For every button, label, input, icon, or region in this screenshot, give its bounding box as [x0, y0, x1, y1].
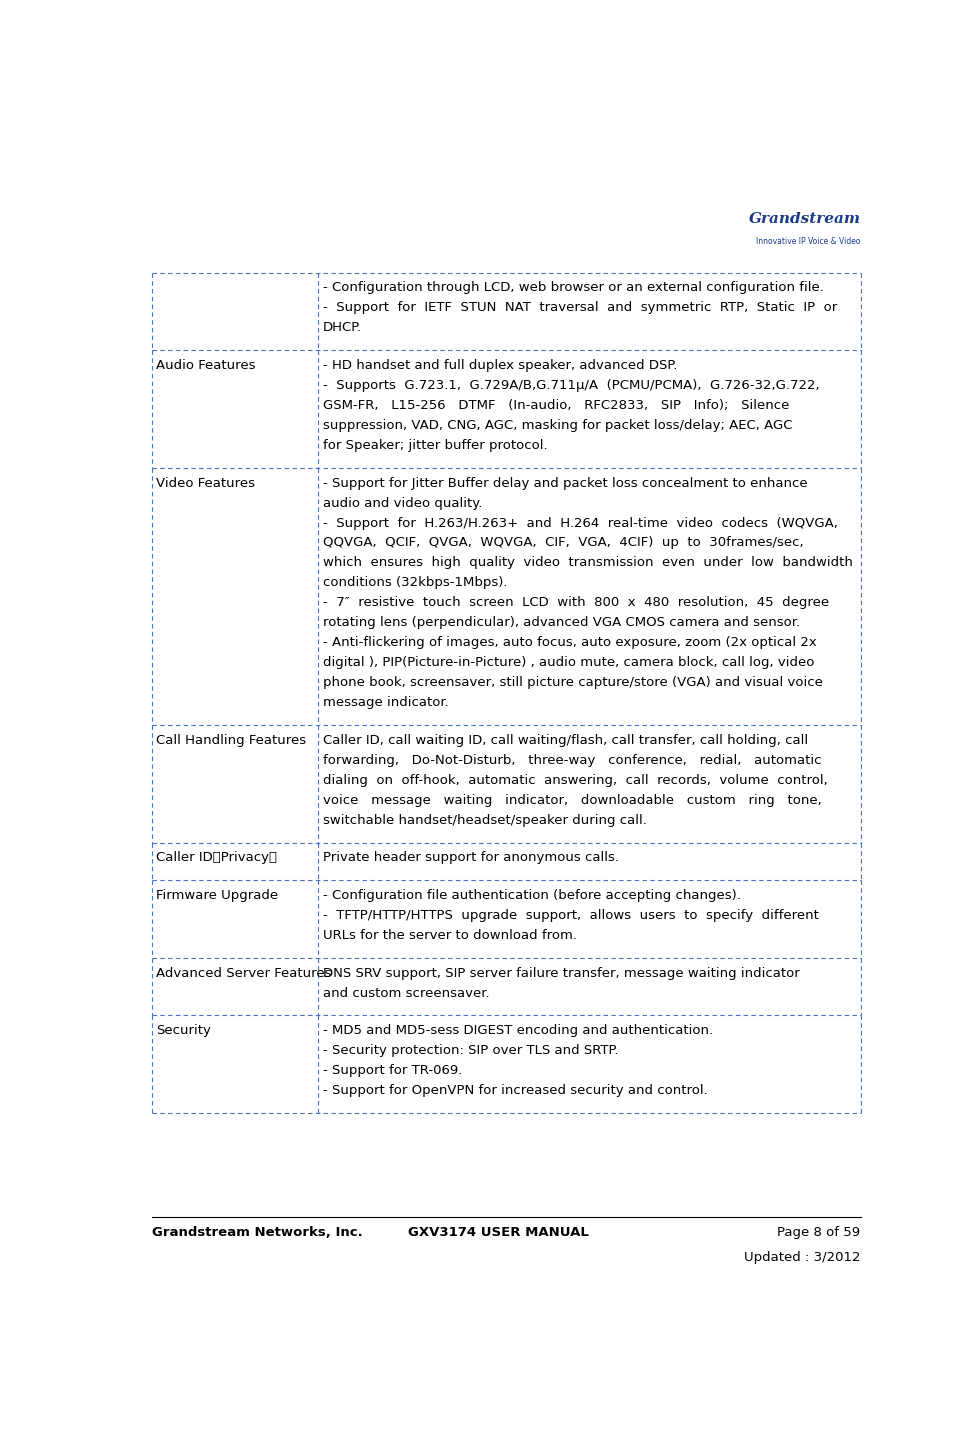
Text: voice   message   waiting   indicator,   downloadable   custom   ring   tone,: voice message waiting indicator, downloa…: [323, 793, 821, 806]
Text: conditions (32kbps-1Mbps).: conditions (32kbps-1Mbps).: [323, 576, 507, 589]
Text: rotating lens (perpendicular), advanced VGA CMOS camera and sensor.: rotating lens (perpendicular), advanced …: [323, 616, 800, 629]
Text: Updated : 3/2012: Updated : 3/2012: [744, 1250, 861, 1263]
Text: -  TFTP/HTTP/HTTPS  upgrade  support,  allows  users  to  specify  different: - TFTP/HTTP/HTTPS upgrade support, allow…: [323, 909, 818, 922]
Text: Security: Security: [157, 1024, 211, 1037]
Text: - MD5 and MD5-sess DIGEST encoding and authentication.: - MD5 and MD5-sess DIGEST encoding and a…: [323, 1024, 713, 1037]
Text: URLs for the server to download from.: URLs for the server to download from.: [323, 929, 577, 942]
Text: - Security protection: SIP over TLS and SRTP.: - Security protection: SIP over TLS and …: [323, 1044, 619, 1057]
Text: and custom screensaver.: and custom screensaver.: [323, 986, 489, 999]
Text: DNS SRV support, SIP server failure transfer, message waiting indicator: DNS SRV support, SIP server failure tran…: [323, 966, 800, 979]
Text: Audio Features: Audio Features: [157, 359, 256, 372]
Text: -  Supports  G.723.1,  G.729A/B,G.711μ/A  (PCMU/PCMA),  G.726-32,G.722,: - Supports G.723.1, G.729A/B,G.711μ/A (P…: [323, 379, 819, 392]
Text: DHCP.: DHCP.: [323, 321, 362, 334]
Text: dialing  on  off-hook,  automatic  answering,  call  records,  volume  control,: dialing on off-hook, automatic answering…: [323, 773, 828, 786]
Text: switchable handset/headset/speaker during call.: switchable handset/headset/speaker durin…: [323, 814, 647, 827]
Text: - Configuration file authentication (before accepting changes).: - Configuration file authentication (bef…: [323, 888, 740, 901]
Text: Grandstream: Grandstream: [748, 212, 861, 226]
Text: audio and video quality.: audio and video quality.: [323, 497, 483, 510]
Text: Call Handling Features: Call Handling Features: [157, 734, 306, 747]
Text: Private header support for anonymous calls.: Private header support for anonymous cal…: [323, 851, 619, 864]
Text: - Support for Jitter Buffer delay and packet loss concealment to enhance: - Support for Jitter Buffer delay and pa…: [323, 477, 808, 490]
Text: Advanced Server Features: Advanced Server Features: [157, 966, 332, 979]
Text: - Anti-flickering of images, auto focus, auto exposure, zoom (2x optical 2x: - Anti-flickering of images, auto focus,…: [323, 636, 816, 649]
Text: Caller ID, call waiting ID, call waiting/flash, call transfer, call holding, cal: Caller ID, call waiting ID, call waiting…: [323, 734, 808, 747]
Text: Page 8 of 59: Page 8 of 59: [777, 1227, 861, 1240]
Text: GSM-FR,   L15-256   DTMF   (In-audio,   RFC2833,   SIP   Info);   Silence: GSM-FR, L15-256 DTMF (In-audio, RFC2833,…: [323, 399, 789, 412]
Text: - Support for OpenVPN for increased security and control.: - Support for OpenVPN for increased secu…: [323, 1084, 707, 1097]
Text: Firmware Upgrade: Firmware Upgrade: [157, 888, 278, 901]
Text: - HD handset and full duplex speaker, advanced DSP.: - HD handset and full duplex speaker, ad…: [323, 359, 677, 372]
Text: suppression, VAD, CNG, AGC, masking for packet loss/delay; AEC, AGC: suppression, VAD, CNG, AGC, masking for …: [323, 419, 792, 432]
Text: Grandstream Networks, Inc.: Grandstream Networks, Inc.: [152, 1227, 363, 1240]
Text: Caller ID（Privacy）: Caller ID（Privacy）: [157, 851, 277, 864]
Text: GXV3174 USER MANUAL: GXV3174 USER MANUAL: [409, 1227, 589, 1240]
Text: Innovative IP Voice & Video: Innovative IP Voice & Video: [756, 238, 861, 246]
Text: forwarding,   Do-Not-Disturb,   three-way   conference,   redial,   automatic: forwarding, Do-Not-Disturb, three-way co…: [323, 753, 821, 768]
Text: for Speaker; jitter buffer protocol.: for Speaker; jitter buffer protocol.: [323, 439, 548, 452]
Text: QQVGA,  QCIF,  QVGA,  WQVGA,  CIF,  VGA,  4CIF)  up  to  30frames/sec,: QQVGA, QCIF, QVGA, WQVGA, CIF, VGA, 4CIF…: [323, 537, 804, 550]
Text: - Configuration through LCD, web browser or an external configuration file.: - Configuration through LCD, web browser…: [323, 281, 824, 294]
Text: Video Features: Video Features: [157, 477, 255, 490]
Text: digital ), PIP(Picture-in-Picture) , audio mute, camera block, call log, video: digital ), PIP(Picture-in-Picture) , aud…: [323, 657, 814, 670]
Text: message indicator.: message indicator.: [323, 696, 449, 708]
Text: which  ensures  high  quality  video  transmission  even  under  low  bandwidth: which ensures high quality video transmi…: [323, 556, 852, 569]
Text: -  Support  for  H.263/H.263+  and  H.264  real-time  video  codecs  (WQVGA,: - Support for H.263/H.263+ and H.264 rea…: [323, 517, 838, 530]
Text: -  7″  resistive  touch  screen  LCD  with  800  x  480  resolution,  45  degree: - 7″ resistive touch screen LCD with 800…: [323, 596, 829, 609]
Text: -  Support  for  IETF  STUN  NAT  traversal  and  symmetric  RTP,  Static  IP  o: - Support for IETF STUN NAT traversal an…: [323, 301, 837, 314]
Text: - Support for TR-069.: - Support for TR-069.: [323, 1064, 462, 1077]
Text: phone book, screensaver, still picture capture/store (VGA) and visual voice: phone book, screensaver, still picture c…: [323, 677, 823, 690]
